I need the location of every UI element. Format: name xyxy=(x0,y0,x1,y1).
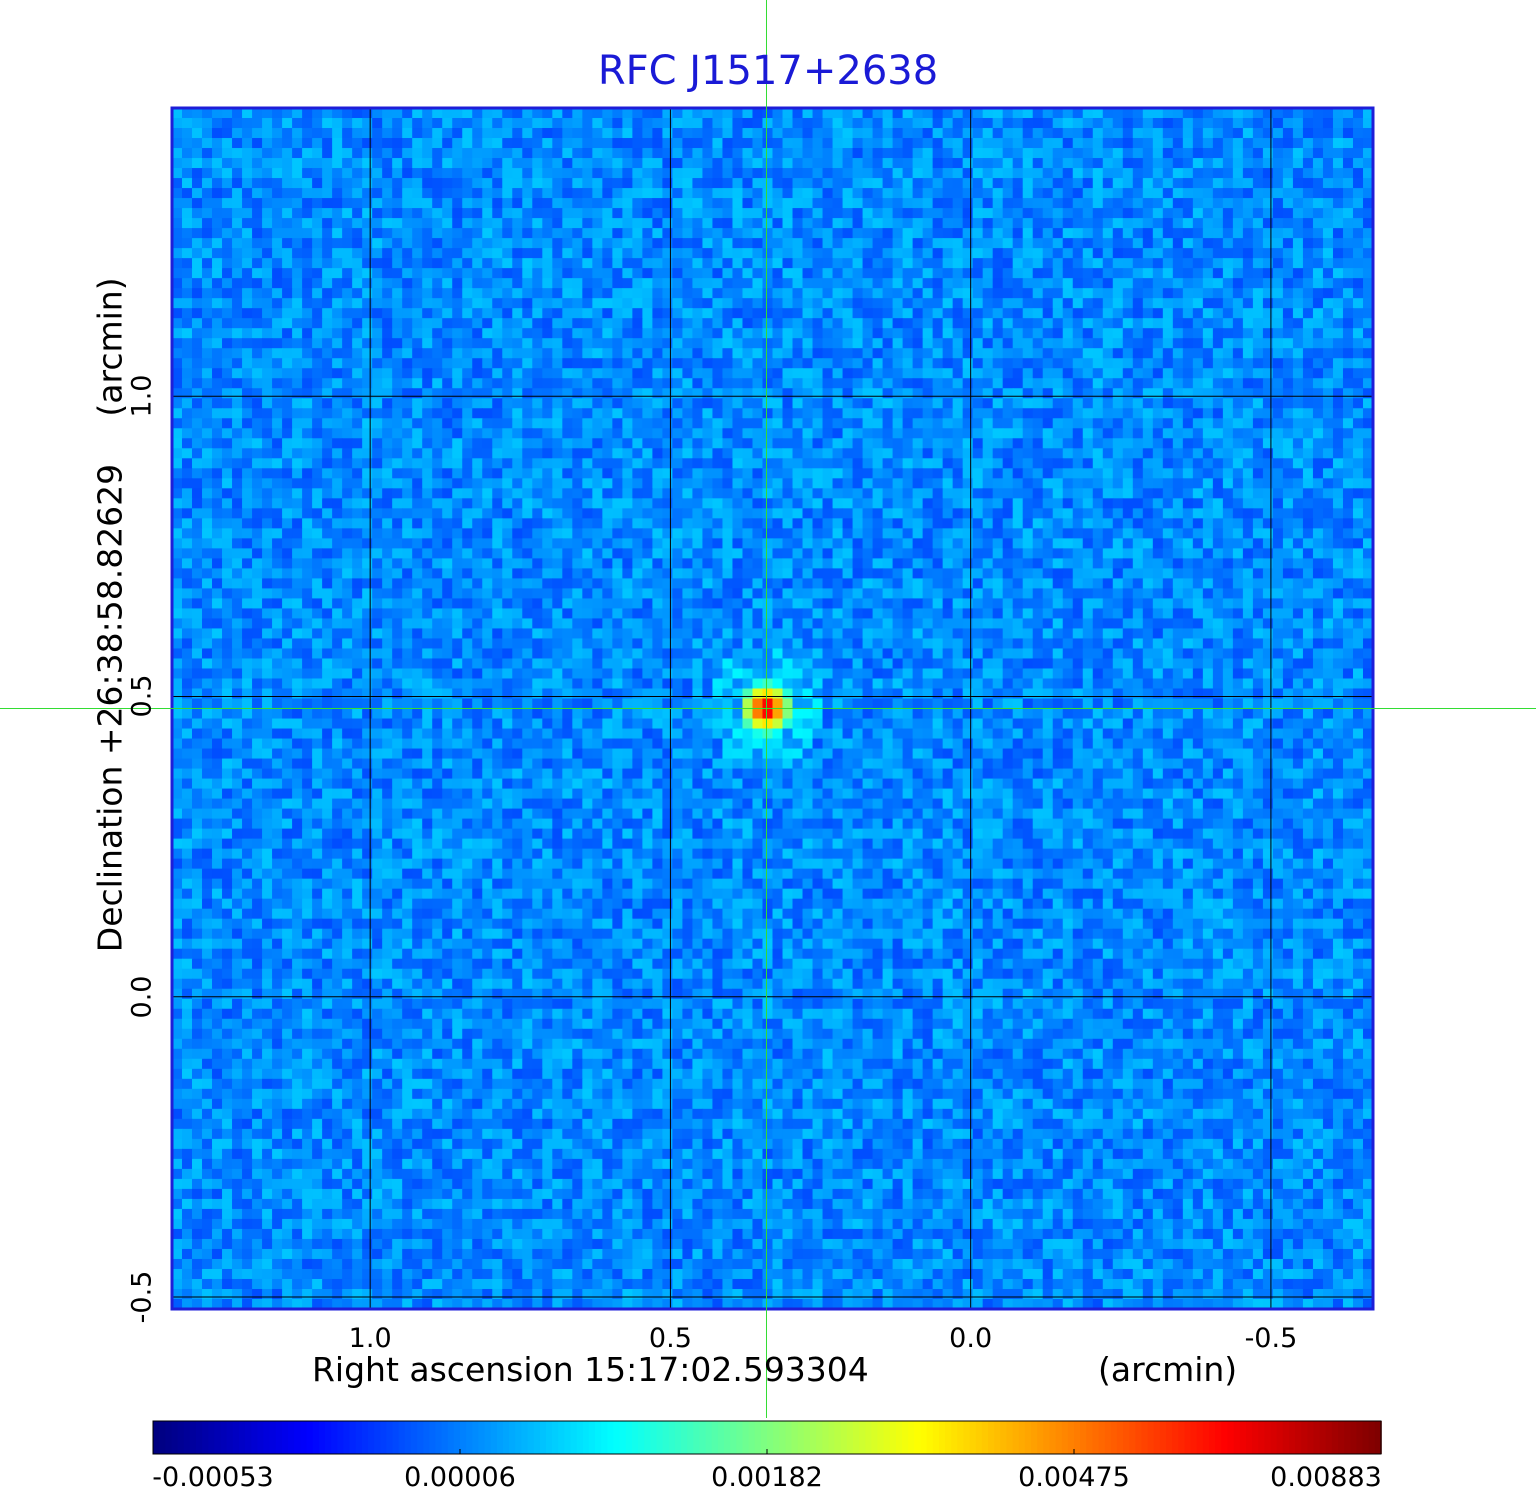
x-tick-label: 1.0 xyxy=(348,1323,392,1354)
y-tick-label: 0.5 xyxy=(126,675,158,718)
chart-title: RFC J1517+2638 xyxy=(597,48,939,94)
colorbar-tick-label: 0.00006 xyxy=(404,1462,516,1493)
colorbar xyxy=(152,1420,1382,1455)
x-tick-label: 0.0 xyxy=(949,1323,993,1354)
colorbar-tick-label: 0.00475 xyxy=(1018,1462,1130,1493)
x-tick-label: 0.5 xyxy=(648,1323,692,1354)
colorbar-tick-label: 0.00182 xyxy=(711,1462,823,1493)
grid-lines xyxy=(172,108,1373,1309)
heatmap-image xyxy=(172,108,1374,1310)
y-axis-unit: (arcmin) xyxy=(90,277,130,417)
x-axis-label: Right ascension 15:17:02.593304 xyxy=(312,1350,869,1389)
y-tick-label: 1.0 xyxy=(126,374,158,418)
y-tick-label: 0.0 xyxy=(126,975,158,1019)
colorbar-tick-label: 0.00883 xyxy=(1270,1462,1382,1493)
y-axis-label: Declination +26:38:58.82629 xyxy=(90,463,130,953)
x-tick-label: -0.5 xyxy=(1244,1323,1298,1354)
y-tick-label: -0.5 xyxy=(126,1270,158,1324)
crosshair xyxy=(0,0,1536,1418)
colorbar-tick-label: -0.00053 xyxy=(152,1462,274,1493)
x-axis-unit: (arcmin) xyxy=(1098,1350,1238,1389)
